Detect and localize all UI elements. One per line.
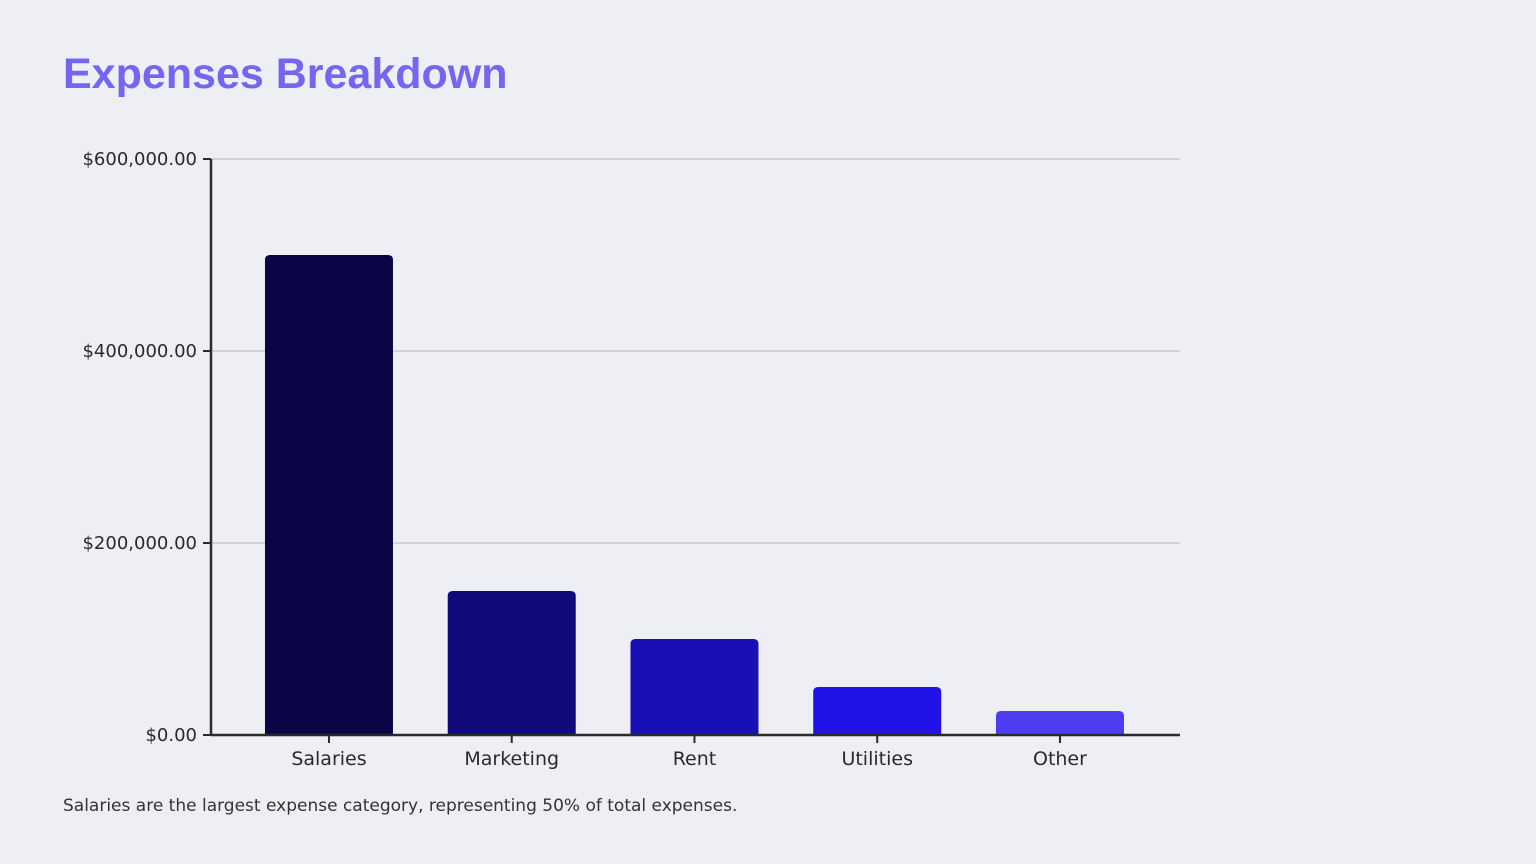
bar-other — [995, 711, 1124, 735]
bar-utilities — [813, 687, 942, 735]
x-tick-label: Salaries — [291, 748, 366, 770]
chart-title: Expenses Breakdown — [63, 50, 508, 98]
bar-marketing — [447, 591, 576, 735]
x-tick-label: Other — [1033, 748, 1087, 770]
y-tick-label: $200,000.00 — [82, 533, 197, 554]
x-tick-label: Marketing — [464, 748, 559, 770]
y-tick-label: $600,000.00 — [82, 149, 197, 170]
x-tick-label: Rent — [673, 748, 717, 770]
x-tick-label: Utilities — [841, 748, 913, 770]
bar-rent — [630, 639, 759, 735]
chart-caption: Salaries are the largest expense categor… — [63, 796, 738, 816]
bar-salaries — [264, 255, 393, 735]
y-tick-label: $0.00 — [145, 725, 197, 746]
y-tick-label: $400,000.00 — [82, 341, 197, 362]
